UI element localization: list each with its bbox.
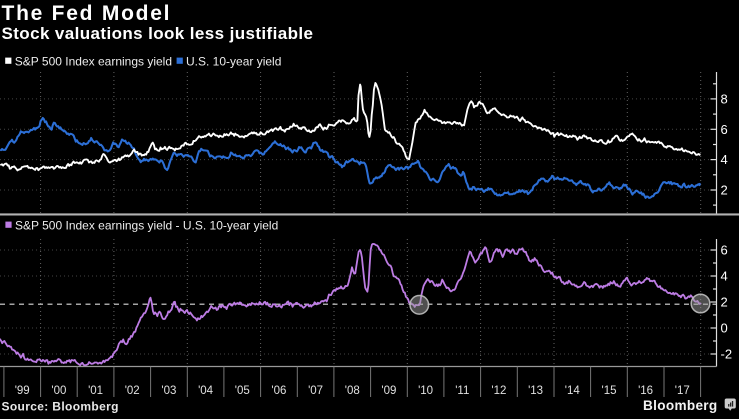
svg-text:'03: '03 — [161, 385, 176, 397]
svg-text:4: 4 — [721, 152, 728, 167]
svg-text:'14: '14 — [565, 385, 581, 397]
svg-text:'02: '02 — [125, 385, 140, 397]
svg-text:U.S. 10-year yield: U.S. 10-year yield — [186, 54, 281, 68]
svg-text:S&P 500 Index earnings yield: S&P 500 Index earnings yield — [15, 54, 172, 68]
svg-text:'05: '05 — [235, 385, 250, 397]
svg-text:0: 0 — [721, 321, 728, 336]
svg-text:'17: '17 — [675, 385, 690, 397]
svg-text:'08: '08 — [345, 385, 360, 397]
svg-text:'04: '04 — [198, 385, 214, 397]
svg-text:Source: Bloomberg: Source: Bloomberg — [2, 400, 119, 414]
svg-text:'15: '15 — [602, 385, 617, 397]
svg-text:'12: '12 — [491, 385, 506, 397]
svg-text:2: 2 — [721, 183, 728, 198]
svg-text:S&P 500 Index earnings yield -: S&P 500 Index earnings yield - U.S. 10-y… — [15, 218, 278, 232]
svg-text:2: 2 — [721, 295, 728, 310]
svg-text:4: 4 — [721, 269, 728, 284]
svg-text:'09: '09 — [381, 385, 396, 397]
svg-text:'11: '11 — [455, 385, 469, 397]
svg-text:8: 8 — [721, 92, 728, 107]
svg-text:'01: '01 — [88, 385, 103, 397]
svg-text:'06: '06 — [271, 385, 286, 397]
svg-text:Bloomberg: Bloomberg — [643, 398, 717, 413]
svg-text:6: 6 — [721, 243, 728, 258]
svg-text:'10: '10 — [418, 385, 433, 397]
svg-text:'07: '07 — [308, 385, 323, 397]
svg-text:'16: '16 — [638, 385, 653, 397]
svg-text:'99: '99 — [15, 385, 30, 397]
svg-text:6: 6 — [721, 122, 728, 137]
svg-text:Stock valuations look less jus: Stock valuations look less justifiable — [2, 24, 314, 43]
svg-text:The Fed Model: The Fed Model — [2, 2, 172, 25]
svg-text:'00: '00 — [51, 385, 66, 397]
svg-text:-2: -2 — [721, 347, 733, 362]
svg-text:'13: '13 — [528, 385, 543, 397]
